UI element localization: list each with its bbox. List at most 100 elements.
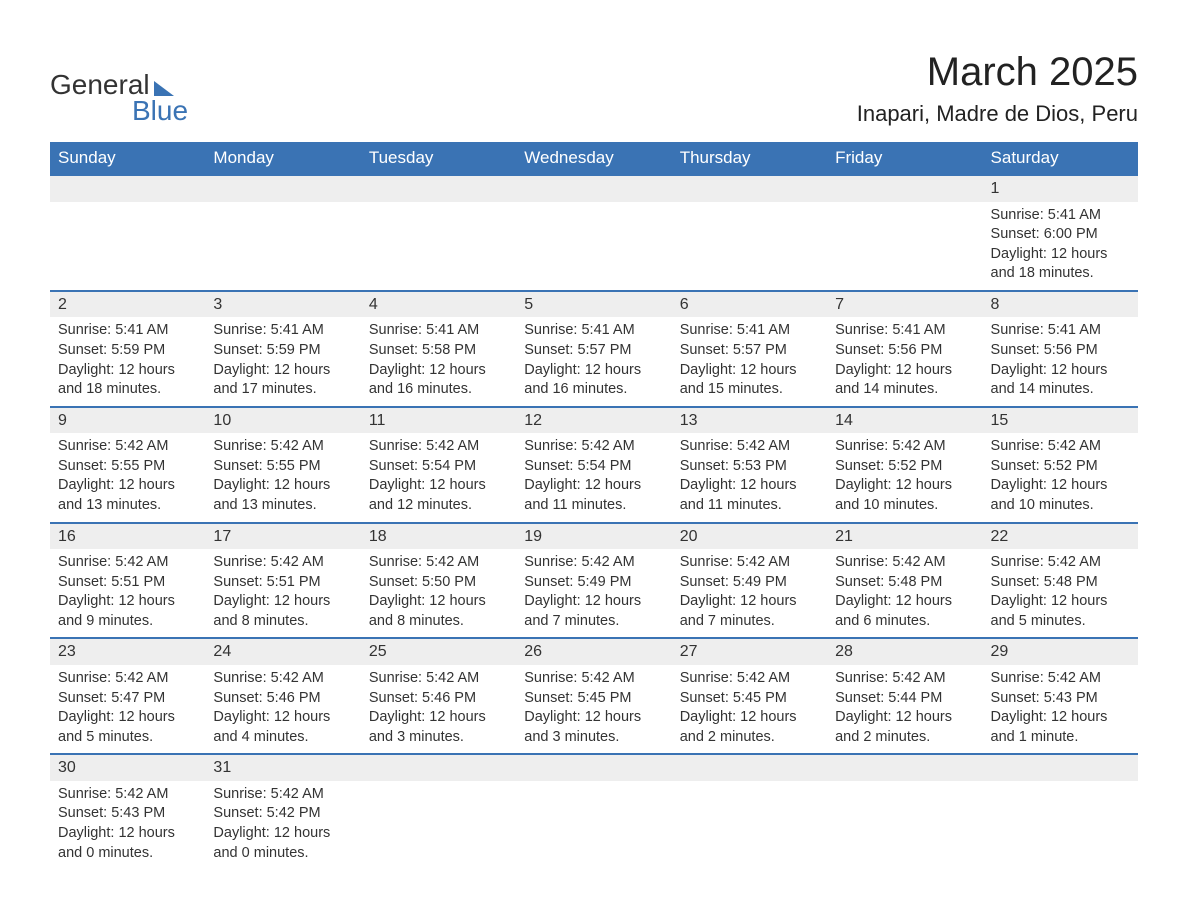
calendar-day-cell: 11Sunrise: 5:42 AMSunset: 5:54 PMDayligh… [361, 407, 516, 523]
calendar-day-cell: 19Sunrise: 5:42 AMSunset: 5:49 PMDayligh… [516, 523, 671, 639]
day-number [205, 176, 360, 202]
day-sunrise: Sunrise: 5:41 AM [58, 321, 197, 341]
day-daylight1: Daylight: 12 hours [524, 592, 663, 612]
day-number [827, 755, 982, 781]
day-sunset: Sunset: 5:49 PM [680, 573, 819, 593]
calendar-day-cell: 10Sunrise: 5:42 AMSunset: 5:55 PMDayligh… [205, 407, 360, 523]
day-daylight1: Daylight: 12 hours [58, 708, 197, 728]
day-sunset: Sunset: 5:54 PM [369, 457, 508, 477]
day-daylight2: and 17 minutes. [213, 380, 352, 400]
day-daylight2: and 18 minutes. [991, 264, 1130, 284]
day-sunrise: Sunrise: 5:42 AM [680, 553, 819, 573]
day-sunrise: Sunrise: 5:42 AM [213, 785, 352, 805]
calendar-day-cell [361, 754, 516, 869]
day-number [361, 755, 516, 781]
calendar-table: Sunday Monday Tuesday Wednesday Thursday… [50, 142, 1138, 869]
day-number [672, 755, 827, 781]
day-daylight1: Daylight: 12 hours [213, 476, 352, 496]
day-daylight2: and 11 minutes. [680, 496, 819, 516]
day-number: 14 [827, 408, 982, 434]
calendar-day-cell [50, 175, 205, 291]
weekday-header: Friday [827, 142, 982, 175]
day-number: 23 [50, 639, 205, 665]
day-daylight2: and 0 minutes. [58, 844, 197, 864]
calendar-day-cell [361, 175, 516, 291]
day-sunrise: Sunrise: 5:42 AM [524, 553, 663, 573]
calendar-day-cell [672, 175, 827, 291]
calendar-day-cell: 16Sunrise: 5:42 AMSunset: 5:51 PMDayligh… [50, 523, 205, 639]
day-number: 17 [205, 524, 360, 550]
day-daylight2: and 13 minutes. [213, 496, 352, 516]
calendar-week-row: 9Sunrise: 5:42 AMSunset: 5:55 PMDaylight… [50, 407, 1138, 523]
calendar-day-cell: 15Sunrise: 5:42 AMSunset: 5:52 PMDayligh… [983, 407, 1138, 523]
day-sunset: Sunset: 5:44 PM [835, 689, 974, 709]
day-daylight1: Daylight: 12 hours [524, 476, 663, 496]
calendar-day-cell: 4Sunrise: 5:41 AMSunset: 5:58 PMDaylight… [361, 291, 516, 407]
day-number [516, 755, 671, 781]
day-sunrise: Sunrise: 5:41 AM [213, 321, 352, 341]
day-sunset: Sunset: 5:42 PM [213, 804, 352, 824]
day-number: 27 [672, 639, 827, 665]
day-daylight1: Daylight: 12 hours [680, 708, 819, 728]
day-daylight2: and 7 minutes. [524, 612, 663, 632]
day-sunrise: Sunrise: 5:42 AM [58, 669, 197, 689]
weekday-header: Tuesday [361, 142, 516, 175]
day-daylight1: Daylight: 12 hours [213, 824, 352, 844]
day-sunrise: Sunrise: 5:42 AM [369, 437, 508, 457]
calendar-day-cell: 30Sunrise: 5:42 AMSunset: 5:43 PMDayligh… [50, 754, 205, 869]
day-sunset: Sunset: 5:45 PM [680, 689, 819, 709]
weekday-header: Monday [205, 142, 360, 175]
day-daylight2: and 9 minutes. [58, 612, 197, 632]
day-number: 28 [827, 639, 982, 665]
day-sunrise: Sunrise: 5:42 AM [58, 785, 197, 805]
page-subtitle: Inapari, Madre de Dios, Peru [857, 101, 1138, 127]
day-daylight2: and 8 minutes. [369, 612, 508, 632]
day-daylight1: Daylight: 12 hours [991, 476, 1130, 496]
day-daylight2: and 6 minutes. [835, 612, 974, 632]
day-sunset: Sunset: 5:59 PM [58, 341, 197, 361]
day-sunset: Sunset: 5:56 PM [991, 341, 1130, 361]
day-number: 15 [983, 408, 1138, 434]
day-sunrise: Sunrise: 5:42 AM [835, 553, 974, 573]
day-daylight1: Daylight: 12 hours [991, 361, 1130, 381]
calendar-day-cell [205, 175, 360, 291]
day-sunrise: Sunrise: 5:42 AM [213, 669, 352, 689]
day-number: 2 [50, 292, 205, 318]
day-sunset: Sunset: 5:55 PM [58, 457, 197, 477]
day-daylight2: and 10 minutes. [991, 496, 1130, 516]
day-daylight2: and 0 minutes. [213, 844, 352, 864]
day-sunset: Sunset: 5:52 PM [991, 457, 1130, 477]
calendar-day-cell [516, 175, 671, 291]
day-number: 8 [983, 292, 1138, 318]
day-sunset: Sunset: 5:45 PM [524, 689, 663, 709]
day-sunset: Sunset: 5:55 PM [213, 457, 352, 477]
day-sunrise: Sunrise: 5:42 AM [835, 437, 974, 457]
day-sunrise: Sunrise: 5:41 AM [680, 321, 819, 341]
day-number: 9 [50, 408, 205, 434]
logo: General Blue [50, 69, 188, 127]
day-daylight1: Daylight: 12 hours [58, 361, 197, 381]
day-daylight1: Daylight: 12 hours [58, 824, 197, 844]
day-sunrise: Sunrise: 5:41 AM [991, 206, 1130, 226]
page-title: March 2025 [857, 50, 1138, 95]
day-sunset: Sunset: 5:51 PM [58, 573, 197, 593]
calendar-day-cell: 25Sunrise: 5:42 AMSunset: 5:46 PMDayligh… [361, 638, 516, 754]
calendar-day-cell: 29Sunrise: 5:42 AMSunset: 5:43 PMDayligh… [983, 638, 1138, 754]
day-number [672, 176, 827, 202]
day-daylight2: and 11 minutes. [524, 496, 663, 516]
day-sunset: Sunset: 5:58 PM [369, 341, 508, 361]
day-daylight1: Daylight: 12 hours [369, 361, 508, 381]
day-daylight2: and 16 minutes. [369, 380, 508, 400]
day-number [983, 755, 1138, 781]
day-sunrise: Sunrise: 5:42 AM [680, 669, 819, 689]
calendar-day-cell: 22Sunrise: 5:42 AMSunset: 5:48 PMDayligh… [983, 523, 1138, 639]
calendar-week-row: 16Sunrise: 5:42 AMSunset: 5:51 PMDayligh… [50, 523, 1138, 639]
calendar-week-row: 1Sunrise: 5:41 AMSunset: 6:00 PMDaylight… [50, 175, 1138, 291]
calendar-day-cell: 9Sunrise: 5:42 AMSunset: 5:55 PMDaylight… [50, 407, 205, 523]
day-daylight2: and 16 minutes. [524, 380, 663, 400]
day-sunset: Sunset: 5:48 PM [835, 573, 974, 593]
day-daylight1: Daylight: 12 hours [835, 708, 974, 728]
day-daylight2: and 2 minutes. [835, 728, 974, 748]
page-header: General Blue March 2025 Inapari, Madre d… [50, 50, 1138, 127]
calendar-day-cell: 31Sunrise: 5:42 AMSunset: 5:42 PMDayligh… [205, 754, 360, 869]
